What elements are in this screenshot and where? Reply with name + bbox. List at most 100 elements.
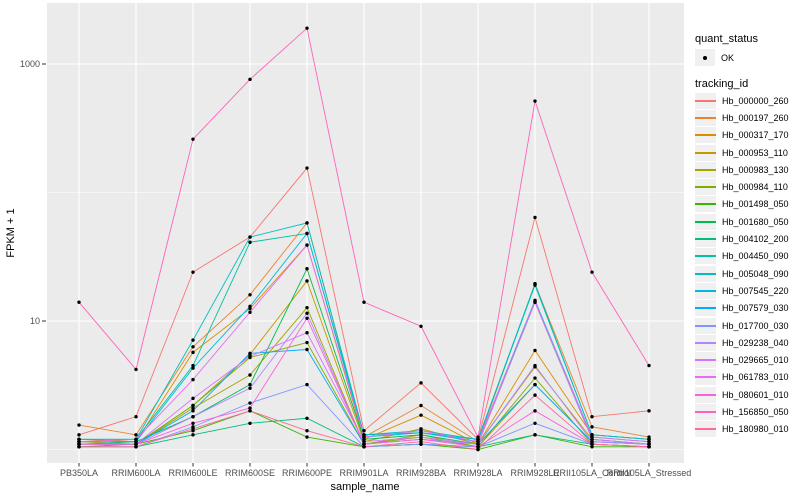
legend-label: Hb_080601_010 (722, 389, 789, 400)
data-point (248, 386, 252, 390)
data-point (248, 235, 252, 239)
data-point (191, 403, 195, 408)
legend-line-swatch (695, 359, 716, 362)
legend-key (695, 300, 716, 317)
legend-label: Hb_156850_050 (722, 406, 789, 417)
legend-key (695, 196, 716, 213)
data-point (305, 435, 309, 439)
data-point (134, 442, 138, 446)
legend-entry-hb_000000_260: Hb_000000_260 (695, 92, 800, 109)
legend-line-swatch (695, 168, 716, 171)
y-tick-label: 10 (30, 316, 40, 326)
x-tick-label: RRII105LA_Stressed (607, 468, 692, 478)
data-point (362, 442, 366, 446)
legend-label: Hb_007579_030 (722, 303, 789, 314)
legend-entry-hb_001498_050: Hb_001498_050 (695, 196, 800, 213)
x-tick-label: RRIM928LA (453, 468, 502, 478)
legend-key (695, 213, 716, 230)
legend-line-swatch (695, 410, 716, 413)
data-point (77, 440, 81, 444)
data-point (647, 363, 651, 368)
legend-entry-hb_017700_030: Hb_017700_030 (695, 317, 800, 334)
data-point (191, 377, 195, 382)
data-point (191, 363, 195, 368)
data-point (77, 437, 81, 442)
legend-entry-hb_000984_110: Hb_000984_110 (695, 178, 800, 196)
legend-line-swatch (695, 151, 716, 154)
legend-entry-hb_000953_110: Hb_000953_110 (695, 144, 800, 161)
data-point (248, 304, 252, 309)
data-point (362, 429, 366, 433)
data-point (305, 243, 309, 247)
data-point (305, 221, 309, 225)
data-point (191, 433, 195, 437)
legend-key (695, 421, 716, 438)
quant-status-legend-title: quant_status (695, 33, 758, 45)
data-point (419, 413, 423, 417)
data-point (248, 382, 252, 387)
data-point (533, 348, 537, 353)
legend-entry-hb_000317_170: Hb_000317_170 (695, 127, 800, 144)
legend-line-swatch (695, 186, 716, 189)
legend-key (695, 248, 716, 265)
legend-line-swatch (695, 220, 716, 223)
data-point (590, 414, 594, 419)
legend-line-swatch (695, 393, 716, 396)
data-point (647, 437, 651, 442)
x-tick-label: RRII105LA_Control (553, 468, 631, 478)
legend-entry-hb_007545_220: Hb_007545_220 (695, 282, 800, 299)
data-point (419, 442, 423, 446)
x-tick-label: PB350LA (60, 468, 98, 478)
data-point (305, 340, 309, 345)
tracking-id-legend-title: tracking_id (695, 78, 749, 90)
legend-line-swatch (695, 116, 716, 119)
legend-key (695, 282, 716, 299)
legend-label: Hb_000317_170 (722, 130, 789, 141)
data-point (476, 447, 480, 452)
data-point (77, 300, 81, 304)
x-tick-label: RRIM600PE (282, 468, 332, 478)
quant-status-legend-key (695, 49, 715, 66)
data-point (476, 440, 480, 444)
data-point (191, 137, 195, 141)
legend-label: Hb_000983_130 (722, 164, 789, 175)
data-point (191, 396, 195, 401)
data-point (191, 338, 195, 342)
data-point (77, 442, 81, 446)
legend-key (695, 403, 716, 420)
legend-key (695, 334, 716, 351)
data-point (77, 423, 81, 427)
legend-key (695, 179, 716, 196)
data-point (191, 427, 195, 431)
legend-label: Hb_001498_050 (722, 199, 789, 210)
data-point (305, 166, 309, 170)
data-point (419, 381, 423, 385)
data-point (134, 433, 138, 437)
data-point (305, 382, 309, 387)
data-point (248, 401, 252, 405)
legend-label: Hb_004450_090 (722, 251, 789, 262)
data-point (305, 429, 309, 433)
legend-label: Hb_061783_010 (722, 372, 789, 383)
legend-key (695, 386, 716, 403)
x-tick-label: RRIM600LE (168, 468, 217, 478)
legend-entry-hb_000197_260: Hb_000197_260 (695, 109, 800, 126)
data-point (533, 300, 537, 304)
data-point (533, 433, 537, 437)
data-point (248, 373, 252, 377)
data-point (248, 310, 252, 314)
legend-entry-hb_005048_090: Hb_005048_090 (695, 265, 800, 282)
data-point (248, 351, 252, 356)
panel-background (47, 3, 684, 463)
point-marker-icon (703, 55, 707, 60)
data-point (191, 406, 195, 410)
legend-line-swatch (695, 289, 716, 292)
data-point (248, 293, 252, 297)
data-point (305, 416, 309, 420)
data-point (590, 442, 594, 446)
data-point (533, 393, 537, 397)
y-tick-label: 1000 (20, 59, 40, 69)
data-point (305, 331, 309, 335)
